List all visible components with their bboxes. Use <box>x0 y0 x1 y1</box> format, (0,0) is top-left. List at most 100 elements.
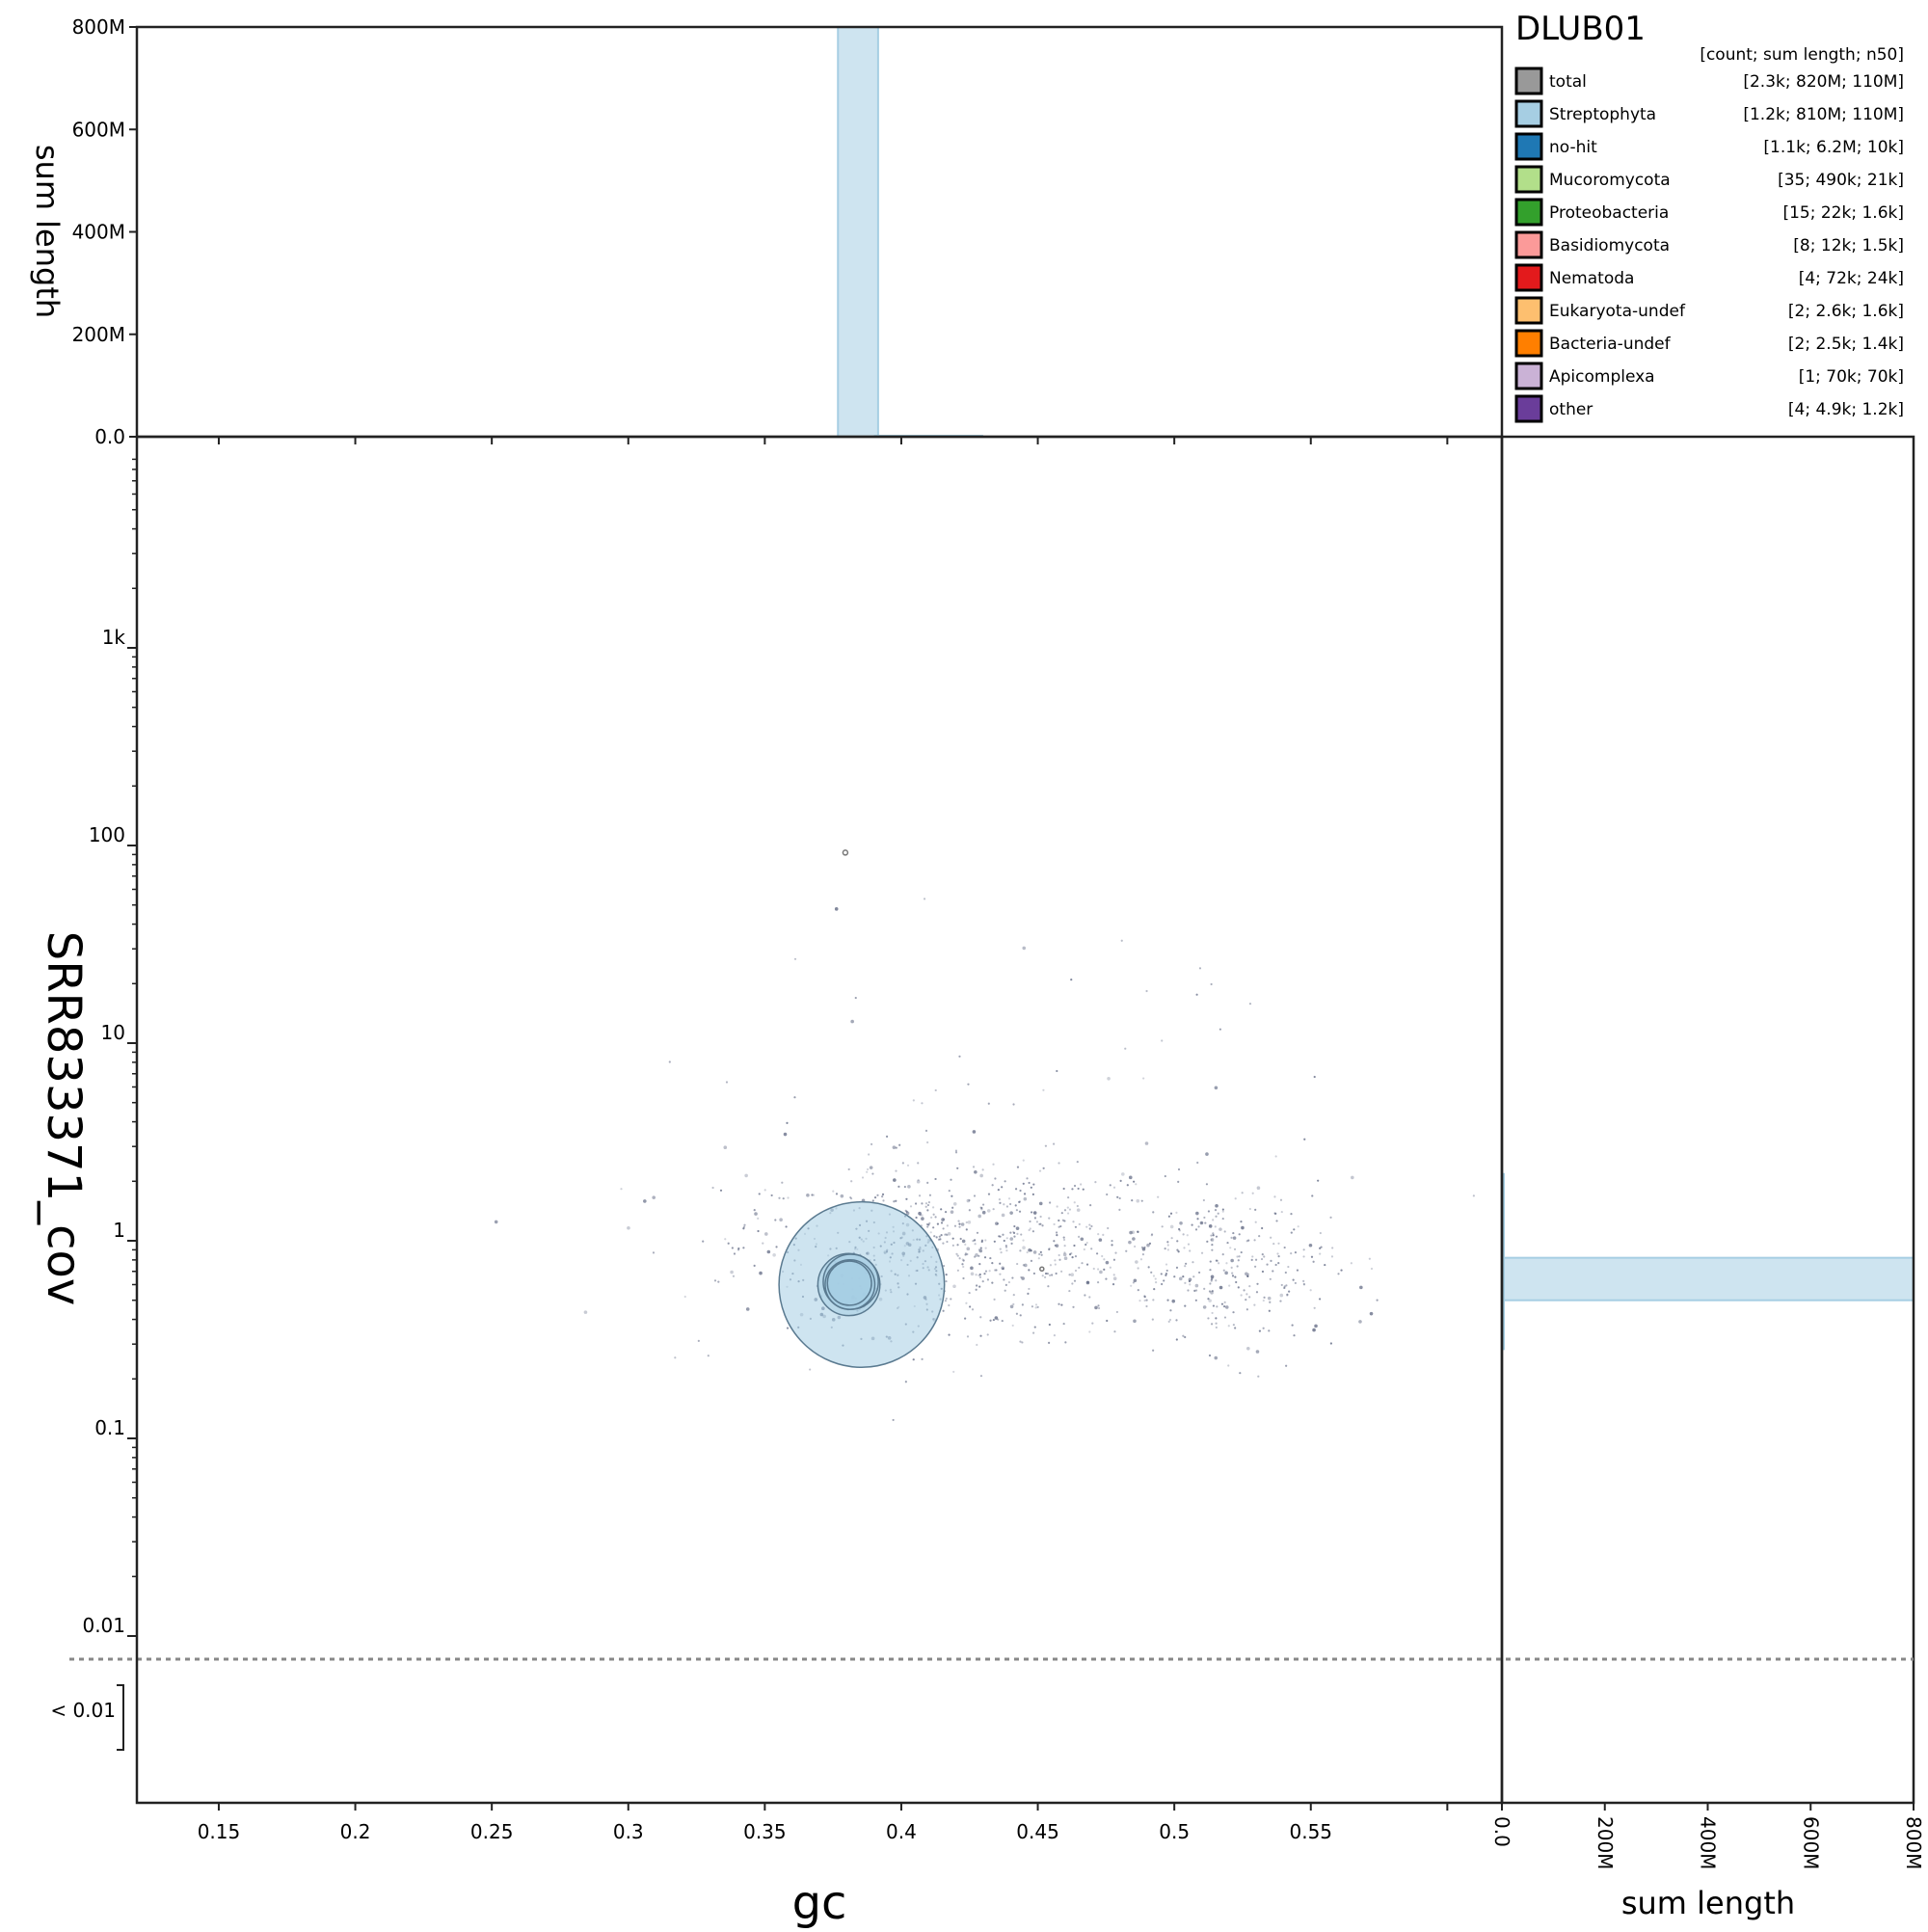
scatter-point <box>1137 1267 1139 1270</box>
scatter-point <box>1080 1183 1083 1186</box>
scatter-point <box>1034 1303 1038 1306</box>
scatter-point <box>983 1256 987 1259</box>
scatter-point <box>1241 1192 1244 1194</box>
scatter-point <box>933 1235 936 1238</box>
scatter-point <box>743 1223 746 1226</box>
scatter-point <box>1097 1306 1101 1310</box>
scatter-point <box>1143 1296 1146 1299</box>
scatter-point <box>1376 1299 1379 1301</box>
scatter-point <box>979 1334 982 1337</box>
scatter-point <box>1109 1266 1111 1269</box>
scatter-point <box>1004 1244 1007 1248</box>
scatter-point <box>783 1132 788 1137</box>
scatter-point <box>1004 1180 1006 1183</box>
scatter-point <box>1234 1275 1237 1278</box>
scatter-point <box>1009 1304 1014 1309</box>
scatter-point <box>1132 1237 1136 1241</box>
scatter-point <box>882 1199 885 1202</box>
scatter-point <box>986 1278 990 1281</box>
scatter-point <box>1092 1267 1095 1271</box>
scatter-point <box>1048 1341 1051 1344</box>
scatter-point <box>984 1247 987 1249</box>
scatter-point <box>1225 1262 1228 1265</box>
x-tick-label: 0.45 <box>1016 1820 1059 1843</box>
scatter-point <box>1054 1263 1057 1266</box>
scatter-point <box>946 1233 949 1237</box>
scatter-point <box>951 1194 953 1197</box>
scatter-point <box>1164 1248 1166 1250</box>
scatter-point <box>1151 1318 1154 1321</box>
scatter-point <box>895 1199 897 1202</box>
scatter-point <box>944 1233 947 1236</box>
scatter-point <box>736 1248 740 1251</box>
scatter-point <box>955 1252 958 1255</box>
scatter-point <box>1074 1225 1078 1228</box>
scatter-point <box>1003 1203 1005 1206</box>
bubble-no-hit <box>1039 1266 1045 1272</box>
legend-label-Apicomplexa: Apicomplexa <box>1549 367 1655 387</box>
scatter-point <box>1009 1231 1012 1234</box>
scatter-point <box>1194 1289 1198 1292</box>
scatter-point <box>1196 1161 1199 1165</box>
scatter-point <box>1308 1243 1313 1248</box>
legend-swatch-Apicomplexa <box>1514 362 1543 390</box>
scatter-point <box>861 1176 865 1179</box>
scatter-point <box>1133 1180 1136 1183</box>
scatter-point <box>652 1195 656 1199</box>
legend-label-other: other <box>1549 400 1593 419</box>
scatter-point <box>1182 1334 1185 1337</box>
scatter-point <box>964 1317 967 1320</box>
scatter-point <box>1145 989 1148 993</box>
scatter-point <box>1019 1340 1022 1343</box>
scatter-point <box>707 1355 710 1357</box>
scatter-point <box>1012 1231 1016 1235</box>
scatter-point <box>1291 1324 1294 1327</box>
scatter-point <box>1297 1225 1299 1228</box>
scatter-point <box>1134 1245 1137 1248</box>
scatter-point <box>1020 1233 1023 1236</box>
scatter-point <box>1208 1299 1212 1302</box>
scatter-point <box>968 1198 971 1202</box>
right-histogram-tick-label: 0.0 <box>1490 1816 1513 1847</box>
scatter-point <box>1214 1225 1217 1228</box>
scatter-point <box>1128 1240 1132 1245</box>
scatter-point <box>930 1216 933 1219</box>
scatter-point <box>1053 1142 1056 1145</box>
scatter-point <box>757 1229 760 1233</box>
scatter-point <box>1231 1275 1235 1277</box>
scatter-point <box>779 1218 783 1222</box>
scatter-point <box>1279 1293 1284 1298</box>
y-tick-label: 0.01 <box>82 1614 125 1637</box>
scatter-point <box>987 1102 990 1105</box>
scatter-point <box>991 1184 994 1187</box>
scatter-point <box>1142 1077 1145 1080</box>
scatter-point <box>1132 1281 1135 1284</box>
scatter-point <box>1009 1202 1012 1206</box>
scatter-point <box>964 1253 967 1256</box>
right-histogram-bar <box>1501 1256 1915 1301</box>
scatter-point <box>1368 1257 1371 1260</box>
scatter-point <box>1176 1240 1179 1243</box>
scatter-point <box>1296 1269 1299 1272</box>
scatter-point <box>1270 1259 1272 1263</box>
scatter-point <box>1001 1213 1005 1218</box>
scatter-point <box>1320 1246 1323 1248</box>
scatter-point <box>1192 1261 1194 1264</box>
scatter-point <box>1189 1283 1192 1286</box>
scatter-point <box>1071 1282 1074 1285</box>
legend-swatch-total <box>1514 67 1543 95</box>
scatter-point <box>494 1220 498 1224</box>
x-tick-label: 0.35 <box>743 1820 787 1843</box>
scatter-point <box>917 1178 920 1182</box>
scatter-point <box>1260 1257 1264 1261</box>
scatter-point <box>1230 1258 1234 1263</box>
scatter-point <box>1039 1222 1042 1225</box>
scatter-point <box>1182 1233 1185 1236</box>
scatter-point <box>1319 1231 1322 1235</box>
scatter-point <box>999 1262 1002 1265</box>
scatter-point <box>1245 1240 1248 1243</box>
scatter-point <box>1015 1312 1019 1315</box>
scatter-point <box>965 1301 968 1304</box>
scatter-point <box>753 1209 756 1212</box>
